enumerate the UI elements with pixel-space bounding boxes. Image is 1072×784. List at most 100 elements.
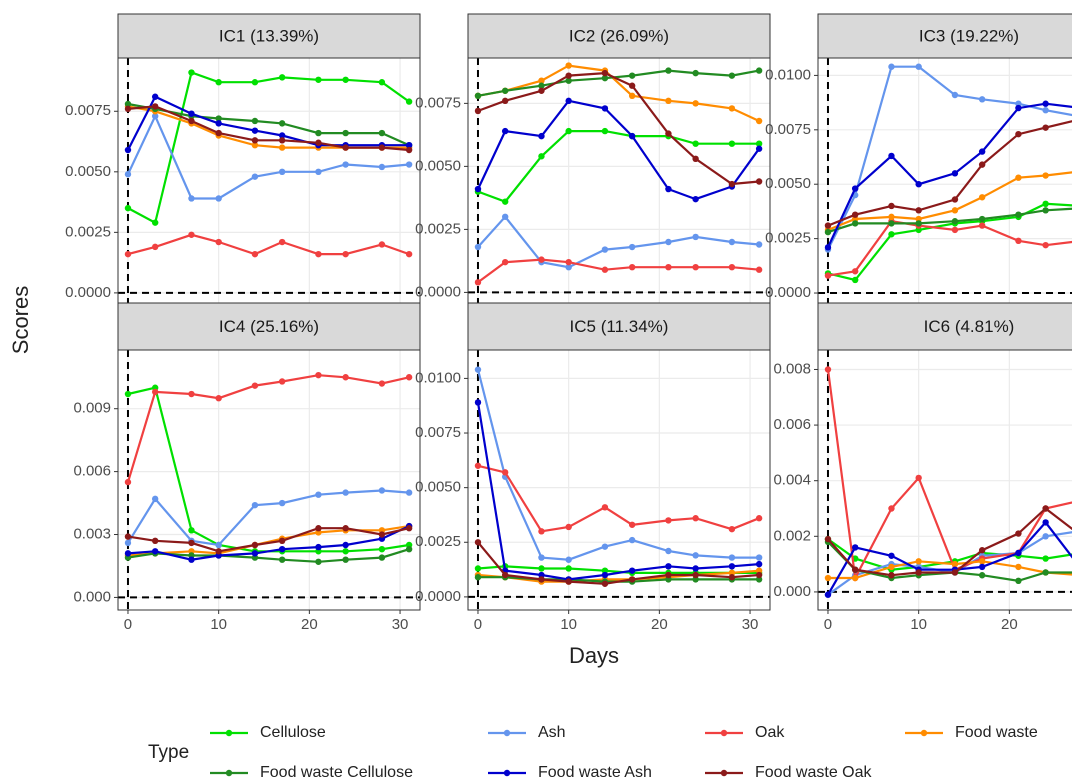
data-point	[824, 228, 832, 236]
panel-title: IC5 (11.34%)	[570, 317, 669, 336]
legend-label: Food waste	[955, 724, 1038, 741]
data-point	[665, 238, 672, 246]
data-point	[215, 115, 222, 122]
y-tick-label: 0.0050	[415, 479, 461, 496]
data-point	[251, 382, 259, 389]
data-point	[915, 569, 922, 576]
data-point	[728, 180, 736, 188]
data-point	[824, 222, 832, 229]
series-line	[477, 71, 760, 186]
data-point	[124, 204, 132, 212]
data-point	[601, 246, 609, 253]
legend-key-point	[920, 729, 928, 737]
data-point	[378, 163, 386, 171]
data-point	[565, 565, 572, 572]
data-point	[601, 543, 609, 550]
data-point	[538, 82, 545, 89]
data-point	[665, 67, 672, 74]
data-point	[755, 178, 763, 185]
data-point	[692, 515, 699, 522]
data-point	[915, 181, 922, 188]
data-point	[188, 539, 195, 547]
data-point	[951, 170, 959, 177]
panel-background	[468, 58, 770, 305]
series-line	[827, 538, 1072, 571]
data-point	[628, 72, 636, 79]
y-tick-label: 0.0000	[415, 588, 461, 605]
series-line	[477, 541, 760, 585]
x-tick-label: 10	[560, 616, 577, 633]
data-point	[378, 380, 386, 387]
data-point	[315, 250, 322, 258]
y-tick-label: 0.0025	[765, 230, 811, 247]
data-point	[251, 141, 259, 149]
data-point	[378, 545, 386, 553]
x-tick-label: 20	[651, 616, 668, 633]
data-point	[474, 539, 482, 546]
series-line	[827, 65, 1072, 250]
x-tick-label: 0	[824, 616, 832, 633]
y-tick-label: 0.0100	[765, 66, 811, 83]
data-point	[215, 129, 222, 137]
data-point	[405, 525, 413, 532]
x-axis-title: Days	[569, 643, 619, 668]
data-point	[342, 541, 349, 549]
data-point	[124, 171, 132, 178]
legend-key-point	[720, 729, 728, 737]
data-point	[251, 127, 259, 134]
data-point	[628, 92, 636, 100]
data-point	[824, 272, 832, 279]
series-line	[126, 374, 410, 483]
x-tick-label: 10	[910, 616, 927, 633]
data-point	[601, 69, 609, 77]
data-point	[474, 185, 482, 193]
series-line	[477, 64, 760, 122]
data-point	[665, 97, 672, 105]
data-point	[151, 495, 159, 503]
data-point	[188, 527, 195, 534]
data-point	[405, 250, 413, 258]
legend-label: Ash	[538, 724, 566, 741]
data-point	[278, 499, 286, 507]
data-point	[728, 563, 736, 570]
data-point	[278, 137, 286, 144]
data-point	[251, 250, 259, 258]
data-point	[665, 130, 672, 137]
data-point	[315, 491, 322, 498]
data-point	[565, 97, 572, 105]
data-point	[501, 469, 509, 476]
data-point	[755, 117, 763, 125]
series-line	[127, 71, 410, 225]
data-point	[124, 100, 132, 108]
y-tick-label: 0.002	[773, 527, 811, 544]
data-point	[342, 129, 349, 137]
data-point	[665, 263, 672, 271]
data-point	[251, 541, 259, 549]
data-point	[851, 211, 859, 218]
data-point	[628, 567, 636, 574]
data-point	[342, 144, 349, 151]
data-point	[851, 574, 859, 582]
data-point	[755, 571, 763, 579]
series-line	[477, 215, 760, 269]
data-point	[565, 127, 572, 135]
legend-title: Type	[148, 742, 189, 763]
data-point	[124, 250, 132, 258]
panel-border	[817, 349, 1072, 611]
data-point	[538, 132, 545, 140]
data-point	[628, 243, 636, 251]
data-point	[538, 87, 545, 94]
data-point	[342, 161, 349, 168]
strip	[467, 302, 771, 351]
series-line	[477, 258, 760, 284]
data-point	[1015, 549, 1022, 557]
data-point	[188, 231, 195, 238]
data-point	[1042, 519, 1049, 526]
data-point	[378, 487, 386, 494]
data-point	[315, 543, 322, 551]
series-line	[827, 120, 1072, 227]
panel-title: IC6 (4.81%)	[924, 317, 1015, 336]
y-tick-label: 0.000	[773, 583, 811, 600]
data-point	[278, 168, 286, 176]
series-line	[476, 402, 760, 581]
